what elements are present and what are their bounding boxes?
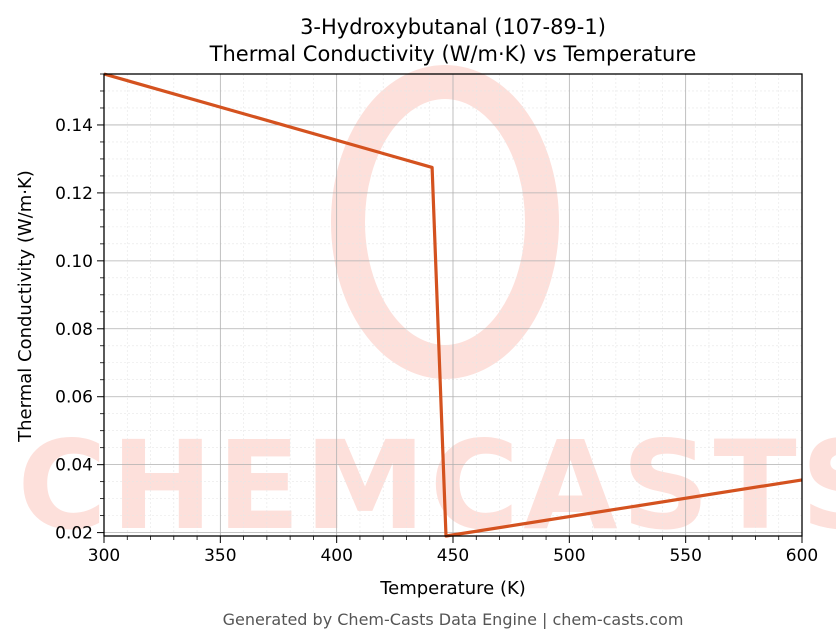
x-tick-label: 600 (786, 546, 818, 566)
y-tick-label: 0.02 (55, 524, 93, 544)
axis-ticks: 300 350 400 450 500 550 600 0.02 0.04 0.06 0.08 0.1… (55, 73, 818, 566)
y-tick-label: 0.14 (55, 116, 93, 136)
y-axis-label: Thermal Conductivity (W/m·K) (15, 170, 36, 443)
x-tick-label: 550 (669, 546, 701, 566)
series-layer (103, 72, 803, 538)
watermark: CHEMCASTS (17, 65, 836, 557)
x-tick-label: 450 (437, 546, 469, 566)
x-tick-label: 300 (88, 546, 120, 566)
x-tick-label: 500 (553, 546, 585, 566)
watermark-text: CHEMCASTS (17, 415, 836, 557)
y-tick-label: 0.10 (55, 252, 93, 272)
y-tick-label: 0.08 (55, 320, 93, 340)
watermark-logo-ring (331, 65, 559, 379)
y-tick-label: 0.12 (55, 184, 93, 204)
x-tick-label: 350 (204, 546, 236, 566)
y-tick-label: 0.06 (55, 388, 93, 408)
chart-title-line1: 3-Hydroxybutanal (107-89-1) (300, 15, 606, 39)
series-line (103, 72, 803, 538)
y-tick-label: 0.04 (55, 456, 93, 476)
footer-credit: Generated by Chem-Casts Data Engine | ch… (223, 610, 684, 629)
chart-title-line2: Thermal Conductivity (W/m·K) vs Temperat… (209, 42, 697, 66)
x-tick-label: 400 (320, 546, 352, 566)
x-axis-label: Temperature (K) (379, 578, 526, 599)
